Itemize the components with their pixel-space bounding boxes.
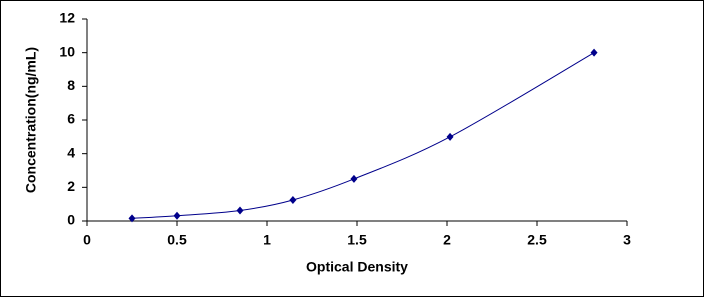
x-tick-label: 3	[623, 232, 631, 248]
data-point	[350, 174, 358, 183]
data-point	[289, 195, 297, 204]
y-tick-label: 10	[59, 43, 75, 59]
data-point	[590, 48, 598, 57]
x-tick-label: 1.5	[347, 232, 367, 248]
x-tick-label: 2	[443, 232, 451, 248]
x-tick-label: 0.5	[167, 232, 187, 248]
y-tick-label: 6	[67, 111, 75, 127]
x-axis-title: Optical Density	[306, 259, 408, 275]
x-tick-label: 1	[263, 232, 271, 248]
x-tick-label: 0	[83, 232, 91, 248]
fit-curve	[131, 52, 595, 219]
y-tick-label: 12	[59, 10, 75, 26]
y-tick-label: 8	[67, 77, 75, 93]
data-point	[128, 214, 136, 223]
data-point	[446, 132, 454, 141]
data-point	[173, 211, 181, 220]
y-tick-label: 2	[67, 178, 75, 194]
data-point	[236, 206, 244, 215]
y-axis-title: Concentration(ng/mL)	[23, 47, 39, 193]
x-tick-label: 2.5	[527, 232, 547, 248]
y-tick-label: 4	[67, 144, 75, 160]
y-tick-label: 0	[67, 212, 75, 228]
